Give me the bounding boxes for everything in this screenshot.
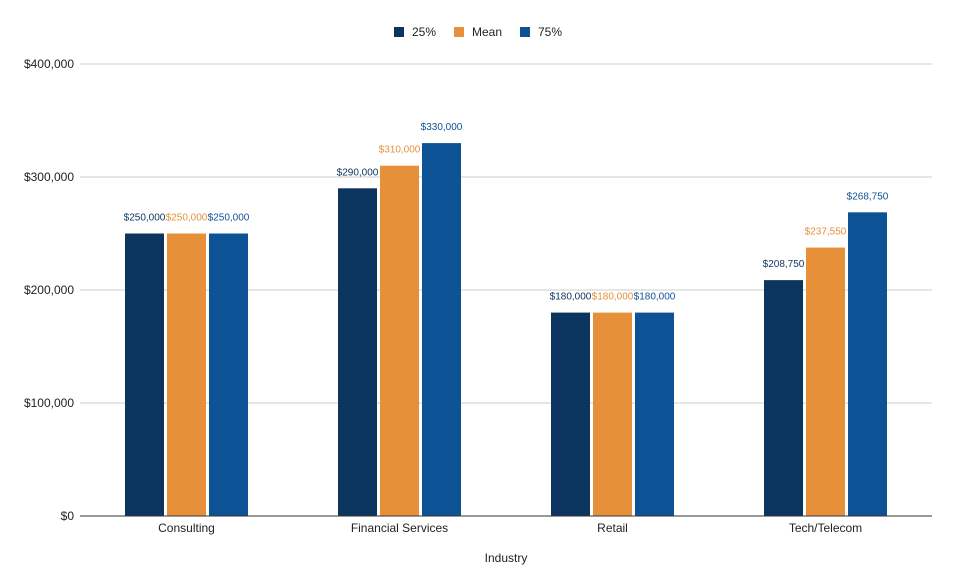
bar (593, 312, 632, 516)
data-label: $310,000 (379, 145, 421, 156)
y-axis: $0 $100,000 $200,000 $300,000 $400,000 (24, 57, 74, 523)
x-axis: Consulting Financial Services Retail Tech/T… (80, 515, 932, 535)
data-label: $208,750 (763, 259, 805, 270)
data-label: $180,000 (634, 292, 676, 303)
x-tick-label: Financial Services (351, 521, 448, 535)
bar (422, 143, 461, 516)
data-label: $180,000 (550, 292, 592, 303)
bar (806, 247, 845, 517)
data-label: $268,750 (847, 191, 889, 202)
bar (167, 233, 206, 516)
legend-swatch (454, 27, 464, 37)
y-tick-label: $0 (61, 509, 75, 523)
y-tick-label: $100,000 (24, 396, 74, 410)
bar (551, 312, 590, 516)
legend-swatch (394, 27, 404, 37)
x-tick-label: Tech/Telecom (789, 521, 862, 535)
legend: 25% Mean 75% (394, 25, 562, 39)
bar (848, 212, 887, 516)
data-label: $250,000 (124, 213, 166, 224)
data-label: $250,000 (208, 213, 250, 224)
bar (380, 165, 419, 516)
y-tick-label: $300,000 (24, 170, 74, 184)
bar (635, 312, 674, 516)
data-label: $237,550 (805, 227, 847, 238)
data-label: $250,000 (166, 213, 208, 224)
bar (209, 233, 248, 516)
legend-label: 25% (412, 25, 436, 39)
bar (764, 280, 803, 516)
y-tick-label: $400,000 (24, 57, 74, 71)
bars (125, 143, 887, 517)
legend-swatch (520, 27, 530, 37)
data-labels: $250,000 $250,000 $250,000$290,000$310,000… (124, 122, 889, 303)
x-tick-label: Retail (597, 521, 628, 535)
bar (338, 188, 377, 517)
bar (125, 233, 164, 516)
x-tick-label: Consulting (158, 521, 215, 535)
x-axis-title: Industry (485, 551, 528, 565)
legend-label: 75% (538, 25, 562, 39)
legend-label: Mean (472, 25, 502, 39)
y-tick-label: $200,000 (24, 283, 74, 297)
data-label: $180,000 (592, 292, 634, 303)
data-label: $290,000 (337, 167, 379, 178)
data-label: $330,000 (421, 122, 463, 133)
